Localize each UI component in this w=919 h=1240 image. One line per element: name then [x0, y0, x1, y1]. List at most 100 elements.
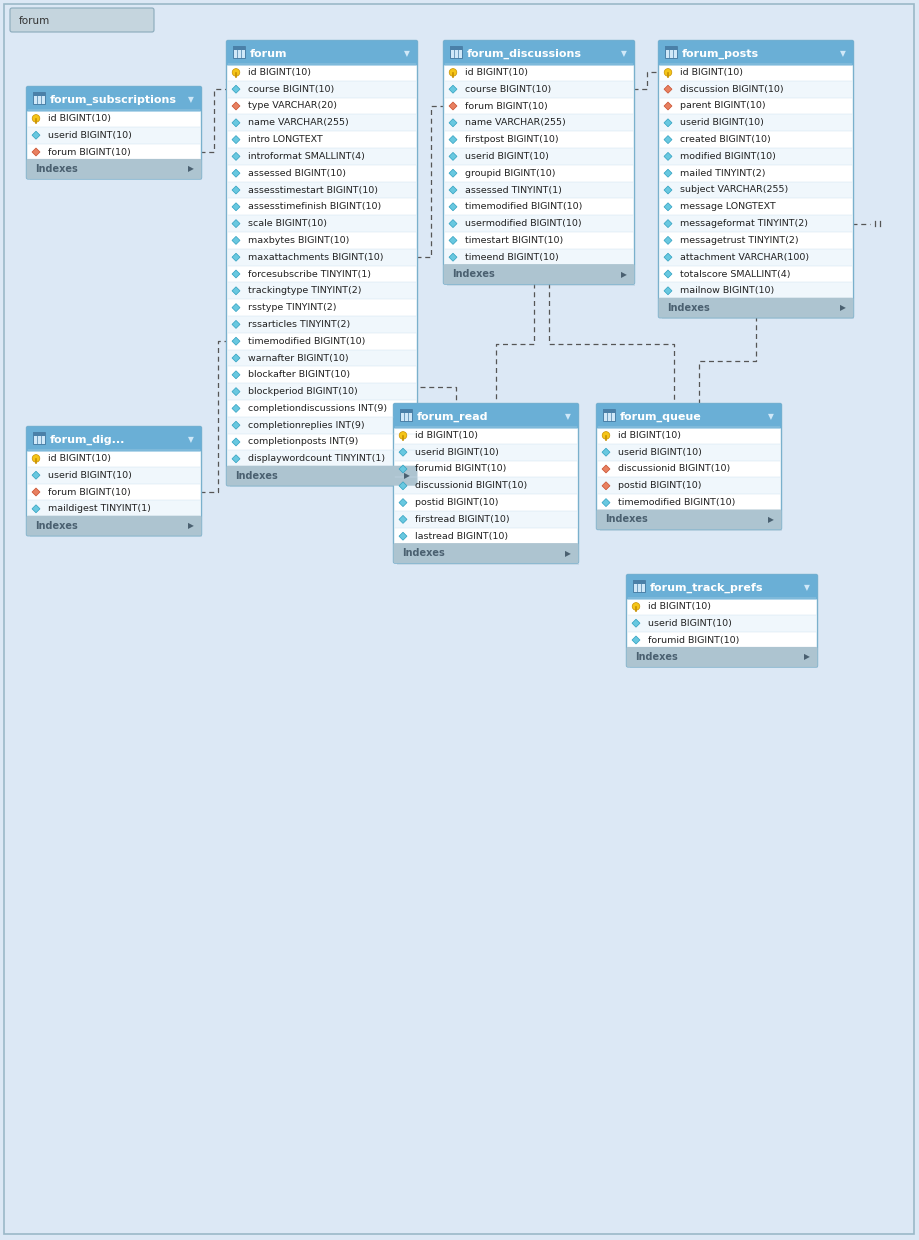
- Polygon shape: [232, 237, 240, 244]
- Text: ▼: ▼: [803, 584, 809, 593]
- Text: ▼: ▼: [403, 50, 410, 58]
- Bar: [28, 160, 199, 169]
- Text: attachment VARCHAR(100): attachment VARCHAR(100): [679, 253, 808, 262]
- Bar: [228, 42, 415, 64]
- Bar: [597, 427, 779, 444]
- Bar: [445, 265, 632, 274]
- Polygon shape: [232, 219, 240, 228]
- Bar: [228, 316, 415, 332]
- Polygon shape: [399, 482, 406, 490]
- Polygon shape: [232, 186, 240, 193]
- Bar: [33, 432, 45, 436]
- Text: Indexes: Indexes: [634, 652, 677, 662]
- Polygon shape: [664, 203, 671, 211]
- Bar: [228, 232, 415, 249]
- Polygon shape: [232, 86, 240, 93]
- Polygon shape: [232, 455, 240, 463]
- Text: ▼: ▼: [564, 413, 571, 422]
- Bar: [659, 249, 851, 265]
- Text: ▼: ▼: [187, 95, 194, 104]
- Bar: [628, 649, 815, 657]
- Bar: [228, 401, 415, 417]
- Bar: [28, 110, 199, 126]
- Bar: [394, 405, 576, 427]
- Circle shape: [664, 68, 671, 76]
- FancyBboxPatch shape: [596, 403, 780, 429]
- Bar: [394, 444, 576, 460]
- Text: ▼: ▼: [187, 435, 194, 444]
- Bar: [228, 81, 415, 98]
- Bar: [33, 92, 45, 97]
- Text: discussionid BIGINT(10): discussionid BIGINT(10): [414, 481, 527, 490]
- Text: completionreplies INT(9): completionreplies INT(9): [248, 420, 364, 430]
- Text: id BIGINT(10): id BIGINT(10): [618, 432, 680, 440]
- Polygon shape: [448, 253, 457, 262]
- FancyBboxPatch shape: [226, 41, 417, 66]
- Polygon shape: [601, 465, 609, 472]
- FancyBboxPatch shape: [27, 427, 201, 536]
- Text: forumid BIGINT(10): forumid BIGINT(10): [414, 465, 505, 474]
- Text: blockafter BIGINT(10): blockafter BIGINT(10): [248, 371, 350, 379]
- FancyBboxPatch shape: [27, 87, 201, 179]
- Polygon shape: [232, 438, 240, 446]
- Bar: [659, 299, 851, 308]
- Text: firstpost BIGINT(10): firstpost BIGINT(10): [464, 135, 558, 144]
- Text: userid BIGINT(10): userid BIGINT(10): [414, 448, 498, 456]
- Polygon shape: [664, 286, 671, 295]
- Polygon shape: [232, 135, 240, 144]
- Bar: [394, 511, 576, 528]
- Bar: [228, 417, 415, 434]
- Bar: [228, 434, 415, 450]
- Text: forum_track_prefs: forum_track_prefs: [650, 583, 763, 593]
- Text: userid BIGINT(10): userid BIGINT(10): [618, 448, 701, 456]
- Text: discussionid BIGINT(10): discussionid BIGINT(10): [618, 465, 730, 474]
- Text: Indexes: Indexes: [402, 548, 444, 558]
- Bar: [628, 598, 815, 615]
- Polygon shape: [664, 153, 671, 160]
- Polygon shape: [232, 422, 240, 429]
- Bar: [659, 64, 851, 81]
- Bar: [445, 181, 632, 198]
- Text: introformat SMALLINT(4): introformat SMALLINT(4): [248, 153, 365, 161]
- Bar: [228, 283, 415, 299]
- Circle shape: [232, 68, 240, 76]
- Bar: [228, 467, 415, 484]
- Bar: [602, 409, 614, 422]
- Text: forumid BIGINT(10): forumid BIGINT(10): [647, 635, 739, 645]
- Text: messagetrust TINYINT(2): messagetrust TINYINT(2): [679, 236, 798, 246]
- Text: mailed TINYINT(2): mailed TINYINT(2): [679, 169, 765, 177]
- Text: id BIGINT(10): id BIGINT(10): [48, 454, 111, 463]
- Bar: [228, 299, 415, 316]
- Text: id BIGINT(10): id BIGINT(10): [248, 68, 311, 77]
- Bar: [400, 409, 412, 422]
- Text: userid BIGINT(10): userid BIGINT(10): [48, 471, 131, 480]
- FancyBboxPatch shape: [596, 510, 780, 529]
- Bar: [228, 64, 415, 81]
- Polygon shape: [448, 203, 457, 211]
- Polygon shape: [232, 270, 240, 278]
- Text: message LONGTEXT: message LONGTEXT: [679, 202, 775, 211]
- Polygon shape: [232, 304, 240, 311]
- Bar: [445, 98, 632, 114]
- Text: discussion BIGINT(10): discussion BIGINT(10): [679, 84, 783, 94]
- Bar: [30, 91, 202, 180]
- Bar: [30, 432, 202, 537]
- Bar: [228, 53, 415, 64]
- Bar: [659, 53, 851, 64]
- Bar: [659, 131, 851, 148]
- Bar: [597, 511, 779, 528]
- Bar: [397, 408, 578, 564]
- Bar: [664, 46, 676, 50]
- Bar: [28, 428, 199, 450]
- Text: rssarticles TINYINT(2): rssarticles TINYINT(2): [248, 320, 350, 329]
- Bar: [28, 439, 199, 450]
- Polygon shape: [448, 119, 457, 126]
- Polygon shape: [448, 153, 457, 160]
- Text: forum: forum: [19, 16, 51, 26]
- Polygon shape: [664, 169, 671, 177]
- Text: assessed BIGINT(10): assessed BIGINT(10): [248, 169, 346, 177]
- Bar: [659, 98, 851, 114]
- Polygon shape: [232, 320, 240, 329]
- Text: ▶: ▶: [620, 269, 626, 279]
- Text: timestart BIGINT(10): timestart BIGINT(10): [464, 236, 562, 246]
